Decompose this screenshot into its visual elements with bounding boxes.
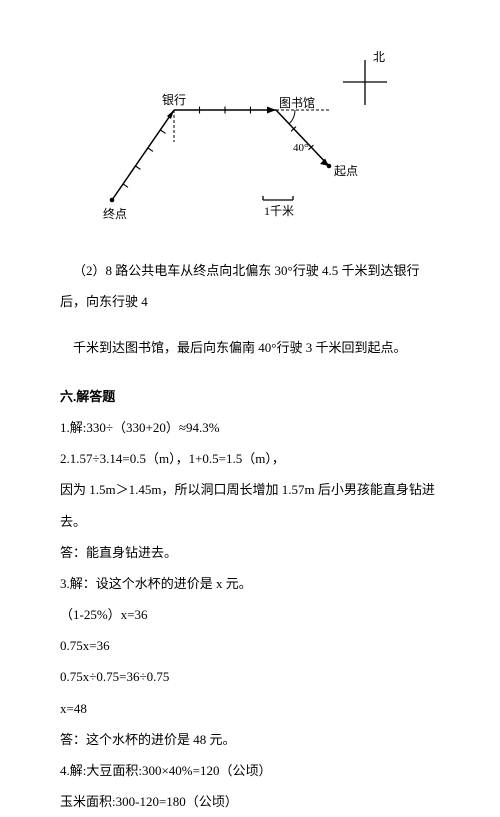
bank-label: 银行: [162, 93, 186, 107]
ans-2c: 答：能直身钻进去。: [60, 537, 440, 568]
ans-4b: 玉米面积:300-120=180（公顷）: [60, 786, 440, 817]
angle-label: 40°: [293, 142, 308, 154]
ans-3b: （1-25%）x=36: [60, 599, 440, 630]
ans-3d: 0.75x÷0.75=36÷0.75: [60, 661, 440, 692]
ans-2b: 因为 1.5m＞1.45m，所以洞口周长增加 1.57m 后小男孩能直身钻进去。: [60, 474, 440, 536]
ans-3e: x=48: [60, 693, 440, 724]
route-diagram: 北 终点 银行 图书馆 40° 起点 1千米: [100, 50, 440, 241]
library-label: 图书馆: [279, 95, 315, 110]
ans-3c: 0.75x=36: [60, 630, 440, 661]
scale-label: 1千米: [264, 204, 294, 218]
end-label: 终点: [103, 206, 127, 221]
ans-3a: 3.解：设这个水杯的进价是 x 元。: [60, 568, 440, 599]
north-label: 北: [373, 50, 385, 64]
q2-line1: （2）8 路公共电车从终点向北偏东 30°行驶 4.5 千米到达银行后，向东行驶…: [60, 255, 440, 317]
section6-title: 六.解答题: [60, 381, 440, 412]
ans-1: 1.解:330÷（330+20）≈94.3%: [60, 412, 440, 443]
ans-4a: 4.解:大豆面积:300×40%=120（公顷）: [60, 755, 440, 786]
q2-line2: 千米到达图书馆，最后向东偏南 40°行驶 3 千米回到起点。: [60, 332, 440, 363]
start-label: 起点: [334, 164, 358, 178]
ans-3f: 答：这个水杯的进价是 48 元。: [60, 724, 440, 755]
ans-2a: 2.1.57÷3.14=0.5（m），1+0.5=1.5（m），: [60, 443, 440, 474]
